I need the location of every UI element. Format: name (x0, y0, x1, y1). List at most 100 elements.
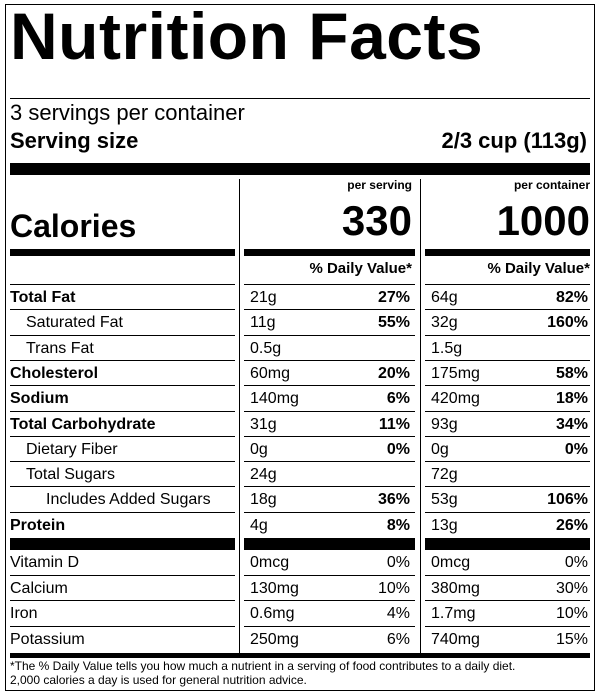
row-divider (10, 309, 235, 311)
nutrient-name: Dietary Fiber (26, 440, 118, 458)
serving-size-label: Serving size (10, 128, 139, 153)
vitamin-container-amount: 380mg (431, 579, 480, 597)
nutrient-serving-amount: 21g (250, 289, 277, 306)
nutrient-container-amount: 32g (431, 314, 458, 332)
nutrient-serving-amount: 18g (250, 491, 277, 509)
nutrient-name: Total Fat (10, 289, 76, 306)
vitamin-serving-amount: 130mg (250, 579, 299, 597)
row-divider (244, 625, 415, 627)
row-divider (10, 549, 235, 550)
nutrient-row: Trans Fat 0.5g 1.5g (6, 336, 594, 361)
row-divider (10, 359, 235, 361)
nutrient-serving-dv: 6% (386, 390, 410, 408)
row-divider (10, 625, 235, 627)
nutrient-container-amount: 420mg (431, 390, 480, 408)
calories-label: Calories (10, 208, 137, 244)
vitamin-name: Vitamin D (10, 554, 80, 571)
nutrient-serving-dv: 27% (377, 289, 410, 306)
row-divider (244, 486, 415, 488)
nutrient-row: Total Sugars 24g 72g (6, 462, 594, 487)
calories-per-container: 1000 (496, 197, 590, 244)
nutrient-serving-amount: 0g (250, 440, 268, 458)
nutrient-serving-dv: 55% (377, 314, 410, 332)
per-container-header: per container (513, 178, 590, 192)
row-divider (10, 334, 235, 336)
nutrient-serving-dv: 8% (386, 516, 410, 534)
nutrient-serving-amount: 11g (250, 314, 276, 332)
footnote: *The % Daily Value tells you how much a … (10, 659, 515, 687)
nutrient-name: Sodium (10, 390, 69, 408)
vitamin-serving-dv: 10% (377, 579, 410, 597)
nutrient-serving-amount: 0.5g (250, 339, 282, 357)
nutrient-name: Total Carbohydrate (10, 415, 156, 433)
per-serving-header: per serving (347, 178, 412, 192)
row-divider (10, 486, 235, 488)
row-divider (10, 435, 235, 437)
thick-divider-bottom (10, 653, 590, 658)
vitamin-name: Calcium (10, 579, 68, 597)
nutrient-name: Trans Fat (26, 339, 94, 357)
row-divider (10, 511, 235, 513)
nutrient-row: Total Carbohydrate 31g 11% 93g 34% (6, 412, 594, 437)
calories-bar-left (10, 249, 235, 256)
row-divider (244, 600, 415, 601)
thick-divider-vitamins-right (425, 538, 590, 549)
row-divider (425, 410, 590, 412)
nutrient-container-dv: 82% (555, 289, 588, 306)
nutrient-name: Protein (10, 516, 66, 534)
nutrient-serving-dv: 11% (378, 415, 410, 433)
row-divider (425, 486, 590, 488)
nutrient-serving-amount: 24g (250, 466, 277, 484)
vitamin-name: Potassium (10, 630, 85, 648)
vitamin-name: Iron (10, 605, 38, 622)
vitamin-container-dv: 10% (555, 605, 588, 622)
column-divider-right (420, 179, 421, 654)
nutrient-container-amount: 64g (431, 289, 458, 306)
nutrient-container-amount: 175mg (431, 364, 480, 382)
nutrient-serving-dv: 20% (377, 364, 410, 382)
vitamin-container-dv: 30% (555, 579, 588, 597)
nutrient-container-amount: 93g (431, 415, 458, 433)
nutrient-container-amount: 1.5g (431, 339, 463, 357)
vitamin-serving-dv: 4% (386, 605, 410, 622)
nutrient-name: Includes Added Sugars (46, 491, 211, 509)
calories-bar-mid (244, 249, 415, 256)
row-divider (425, 334, 590, 336)
nutrient-container-dv: 18% (555, 390, 588, 408)
vitamin-serving-dv: 0% (386, 554, 410, 571)
nutrient-serving-amount: 4g (250, 516, 268, 534)
servings-per-container: 3 servings per container (10, 100, 245, 125)
row-divider (244, 410, 415, 412)
nutrient-name: Saturated Fat (26, 314, 123, 332)
vitamin-container-amount: 1.7mg (431, 605, 476, 622)
nutrient-serving-amount: 31g (250, 415, 277, 433)
daily-value-header-serving: % Daily Value* (309, 260, 412, 277)
vitamin-serving-dv: 6% (386, 630, 410, 648)
daily-value-header-container: % Daily Value* (487, 260, 590, 277)
row-divider (244, 359, 415, 361)
row-divider (425, 359, 590, 361)
calories-bar-right (425, 249, 590, 256)
row-divider (425, 511, 590, 513)
row-divider (425, 385, 590, 387)
row-divider (244, 284, 415, 285)
row-divider (425, 549, 590, 550)
nutrient-serving-amount: 140mg (250, 390, 299, 408)
row-divider (244, 511, 415, 513)
vitamin-serving-amount: 0.6mg (250, 605, 295, 622)
column-divider-left (239, 179, 240, 654)
vitamin-row: Iron 0.6mg 4% 1.7mg 10% (6, 601, 594, 626)
row-divider (244, 549, 415, 550)
row-divider (425, 574, 590, 576)
nutrient-row: Protein 4g 8% 13g 26% (6, 513, 594, 538)
row-divider (10, 284, 235, 285)
nutrient-container-dv: 0% (564, 440, 588, 458)
title-divider (10, 98, 590, 99)
row-divider (10, 574, 235, 576)
nutrient-container-dv: 58% (555, 364, 588, 382)
vitamin-serving-amount: 0mcg (250, 554, 290, 571)
nutrient-container-amount: 53g (431, 491, 458, 509)
row-divider (244, 461, 415, 463)
vitamin-container-dv: 15% (555, 630, 588, 648)
thick-divider-vitamins-mid (244, 538, 415, 549)
